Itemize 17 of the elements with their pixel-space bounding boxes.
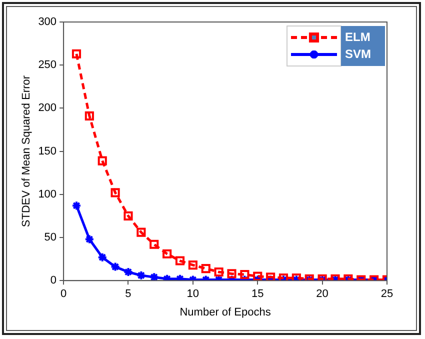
y-tick-label: 200 xyxy=(38,102,57,114)
y-tick-label: 0 xyxy=(50,274,57,287)
y-tick-label: 150 xyxy=(38,145,57,158)
x-tick-label: 20 xyxy=(316,288,328,300)
y-tick-label: 50 xyxy=(44,232,57,244)
x-tick-label: 0 xyxy=(60,288,67,300)
legend-label: ELM xyxy=(345,30,370,44)
x-tick-label: 10 xyxy=(186,288,200,300)
legend-label: SVM xyxy=(345,46,372,61)
x-tick-label: 15 xyxy=(251,288,264,300)
x-axis-title: Number of Epochs xyxy=(180,306,272,318)
y-tick-label: 100 xyxy=(38,188,57,200)
x-tick-label: 25 xyxy=(380,288,394,300)
y-tick-label: 250 xyxy=(38,59,57,72)
y-axis-title: STDEV of Mean Squared Error xyxy=(20,75,33,228)
x-tick-label: 5 xyxy=(125,288,132,300)
y-tick-label: 300 xyxy=(38,16,57,28)
